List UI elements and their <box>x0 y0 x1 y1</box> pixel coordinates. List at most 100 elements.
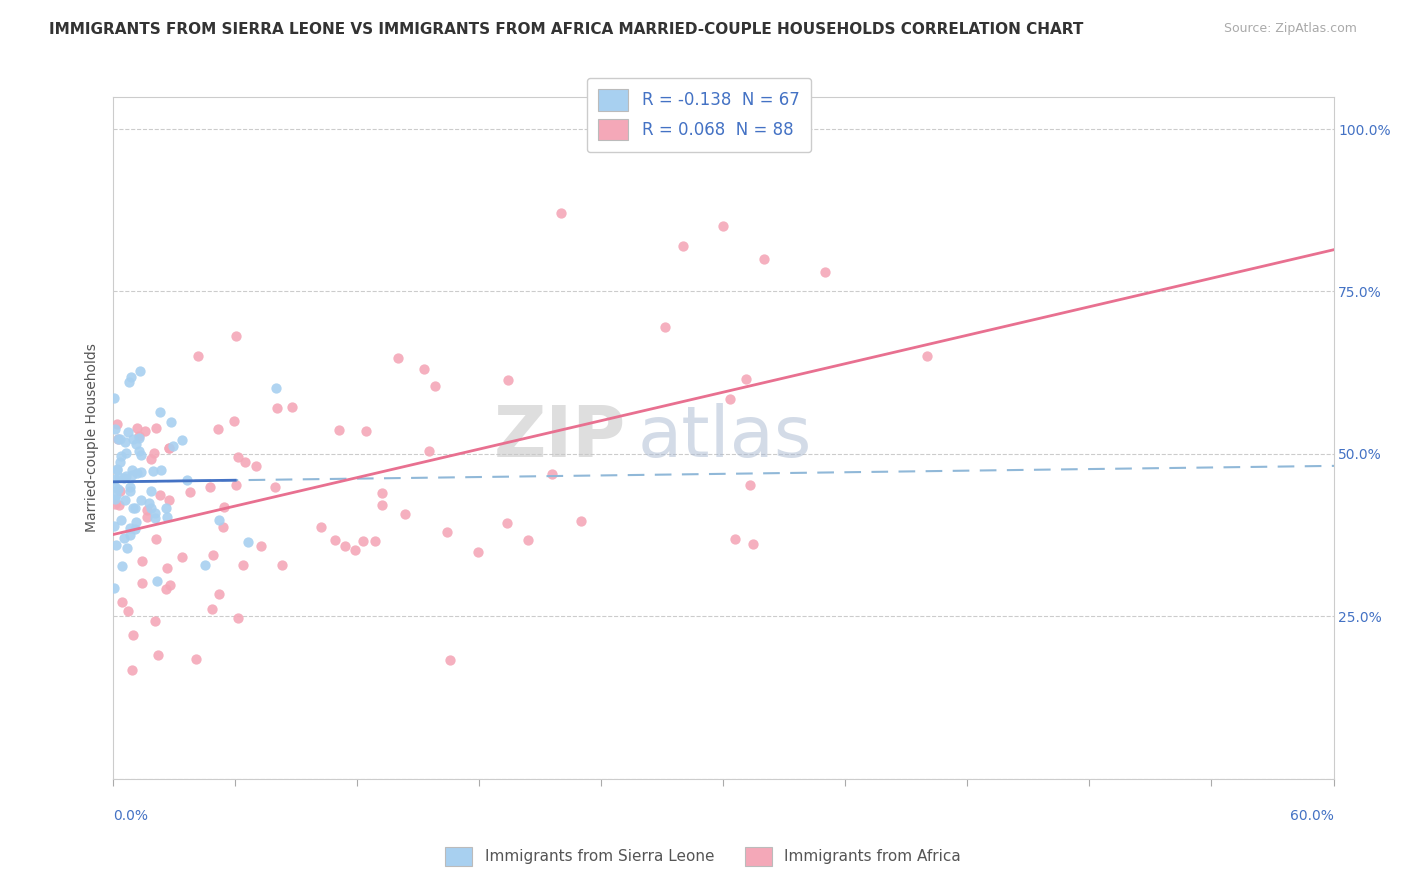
Point <box>208 587 231 601</box>
Point <box>264 480 287 494</box>
Point <box>107 482 129 496</box>
Point <box>232 558 254 572</box>
Point <box>742 536 765 550</box>
Legend: R = -0.138  N = 67, R = 0.068  N = 88: R = -0.138 N = 67, R = 0.068 N = 88 <box>586 78 811 153</box>
Point <box>226 450 249 465</box>
Point <box>121 628 143 642</box>
Point <box>108 484 131 499</box>
Point <box>145 532 167 546</box>
Point <box>107 462 129 476</box>
Text: IMMIGRANTS FROM SIERRA LEONE VS IMMIGRANTS FROM AFRICA MARRIED-COUPLE HOUSEHOLDS: IMMIGRANTS FROM SIERRA LEONE VS IMMIGRAN… <box>49 22 1084 37</box>
Point <box>114 492 136 507</box>
Text: Source: ZipAtlas.com: Source: ZipAtlas.com <box>1223 22 1357 36</box>
Point <box>114 435 136 450</box>
Point <box>352 533 374 548</box>
Point <box>110 513 132 527</box>
Point <box>418 444 440 458</box>
Point <box>187 349 209 363</box>
Point <box>135 509 157 524</box>
Point <box>121 467 143 482</box>
Point <box>201 548 224 562</box>
Point <box>125 466 148 480</box>
Point <box>439 653 461 667</box>
Point <box>120 370 142 384</box>
Point <box>214 500 236 515</box>
Point <box>103 519 125 533</box>
Point <box>149 462 172 476</box>
Point <box>425 379 447 393</box>
Point <box>186 651 208 665</box>
Point <box>115 541 138 556</box>
Point <box>139 451 162 466</box>
Point <box>281 401 304 415</box>
Point <box>104 492 127 507</box>
Point <box>176 473 198 487</box>
Point <box>129 364 152 378</box>
Point <box>108 498 131 512</box>
Point <box>120 480 142 494</box>
Point <box>142 446 165 460</box>
Point <box>128 431 150 445</box>
Point <box>120 527 142 541</box>
Point <box>328 423 350 437</box>
Point <box>156 509 179 524</box>
Legend: Immigrants from Sierra Leone, Immigrants from Africa: Immigrants from Sierra Leone, Immigrants… <box>436 838 970 875</box>
Y-axis label: Married-couple Households: Married-couple Households <box>86 343 100 532</box>
Point <box>145 511 167 525</box>
Point <box>498 373 520 387</box>
Point <box>117 425 139 439</box>
Point <box>117 604 139 618</box>
Point <box>107 432 129 446</box>
Point <box>724 533 747 547</box>
Point <box>131 465 153 479</box>
Point <box>170 550 193 565</box>
Point <box>105 417 128 432</box>
Point <box>370 485 392 500</box>
Point <box>118 484 141 499</box>
Point <box>125 420 148 434</box>
Point <box>516 533 538 547</box>
Point <box>145 574 167 589</box>
Point <box>115 446 138 460</box>
Point <box>172 434 194 448</box>
Point <box>226 611 249 625</box>
Point <box>104 472 127 486</box>
Point <box>138 496 160 510</box>
Point <box>225 329 247 343</box>
Point <box>111 559 134 574</box>
Point <box>711 219 734 234</box>
Point <box>159 578 181 592</box>
Point <box>208 513 231 527</box>
Point <box>157 493 180 508</box>
Point <box>233 455 256 469</box>
Point <box>128 428 150 442</box>
Point <box>125 437 148 451</box>
Point <box>198 480 221 494</box>
Point <box>124 501 146 516</box>
Point <box>157 441 180 455</box>
Point <box>131 554 153 568</box>
Point <box>103 392 125 406</box>
Text: 0.0%: 0.0% <box>114 809 148 823</box>
Point <box>194 558 217 573</box>
Point <box>124 522 146 536</box>
Point <box>654 320 676 334</box>
Point <box>155 582 177 596</box>
Point <box>159 416 181 430</box>
Point <box>271 558 294 573</box>
Point <box>105 488 128 502</box>
Point <box>394 507 416 521</box>
Point <box>245 458 267 473</box>
Text: atlas: atlas <box>638 403 813 472</box>
Point <box>112 531 135 545</box>
Point <box>436 524 458 539</box>
Point <box>354 424 377 438</box>
Point <box>207 422 229 436</box>
Point <box>105 538 128 552</box>
Point <box>145 421 167 435</box>
Point <box>495 516 517 530</box>
Point <box>364 533 387 548</box>
Point <box>149 488 172 502</box>
Point <box>118 521 141 535</box>
Point <box>309 520 332 534</box>
